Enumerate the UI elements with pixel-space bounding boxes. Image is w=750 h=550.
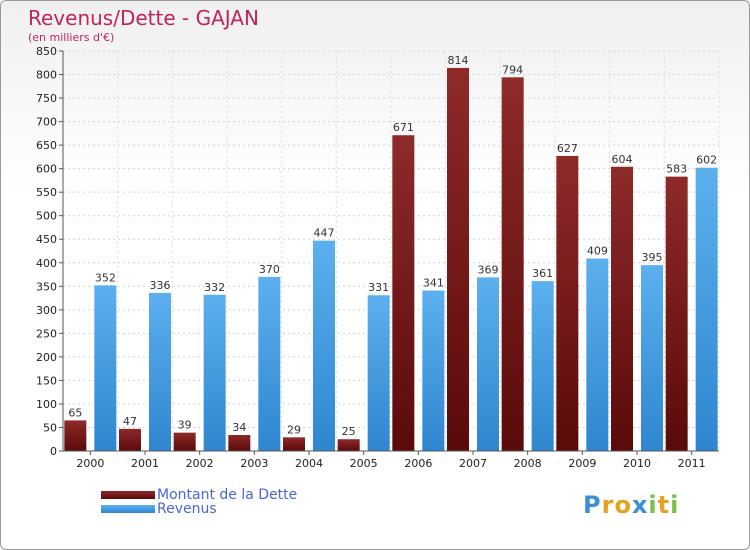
bar-revenue [313,240,335,451]
data-label-debt: 627 [557,142,578,155]
bar-debt [665,176,688,451]
bar-revenue [203,294,226,451]
x-tick-label: 2002 [186,457,214,470]
legend-swatch-debt [101,491,155,499]
data-label-debt: 65 [68,406,82,419]
bar-revenue [94,285,117,451]
bar-revenue [422,290,445,451]
bar-debt [447,67,469,452]
bar-debt [392,135,415,451]
x-tick-label: 2010 [623,457,651,470]
y-tick-label: 650 [36,139,57,152]
data-label-debt: 583 [666,163,687,176]
bar-revenue [258,276,281,451]
y-tick-label: 550 [36,186,57,199]
y-tick-label: 100 [36,398,57,411]
data-label-debt: 39 [178,419,192,432]
y-tick-label: 600 [36,163,57,176]
data-label-debt: 29 [287,423,301,436]
y-tick-label: 500 [36,210,57,223]
x-tick-label: 2008 [514,457,542,470]
bar-debt [556,155,579,452]
data-label-debt: 794 [502,63,523,76]
data-label-debt: 25 [342,425,356,438]
data-label-revenue: 341 [423,277,444,290]
x-tick-label: 2006 [404,457,432,470]
data-label-revenue: 602 [696,154,717,167]
x-tick-label: 2000 [76,457,104,470]
data-label-revenue: 409 [587,245,608,258]
legend-item-revenue: Revenus [101,501,217,517]
legend-item-debt: Montant de la Dette [101,487,297,503]
data-label-debt: 604 [612,153,633,166]
y-tick-label: 200 [36,351,57,364]
bar-debt [173,432,196,451]
x-tick-label: 2005 [350,457,378,470]
bar-debt [64,420,87,451]
y-tick-label: 850 [36,45,57,58]
bar-debt [119,428,141,451]
y-tick-label: 50 [43,421,57,434]
bar-revenue [477,277,499,451]
data-label-debt: 34 [232,421,246,434]
legend-label-debt: Montant de la Dette [157,487,298,503]
chart-subtitle: (en milliers d'€) [28,31,115,44]
data-label-debt: 814 [448,54,469,67]
data-label-revenue: 361 [532,267,553,280]
chart-title: Revenus/Dette - GAJAN [28,6,259,30]
data-label-revenue: 395 [642,251,663,264]
bar-revenue [695,167,718,452]
x-tick-label: 2009 [568,457,596,470]
bar-debt [337,439,360,451]
bar-debt [283,437,305,451]
x-tick-label: 2011 [678,457,706,470]
data-label-revenue: 336 [150,279,171,292]
data-label-revenue: 369 [478,263,499,276]
x-tick-label: 2001 [131,457,159,470]
y-tick-label: 350 [36,280,57,293]
y-tick-label: 400 [36,257,57,270]
bar-revenue [531,281,554,451]
data-label-revenue: 332 [204,281,225,294]
y-tick-label: 450 [36,233,57,246]
bar-debt [611,166,633,451]
bar-revenue [641,265,663,451]
data-label-revenue: 447 [314,227,335,240]
bar-debt [501,77,524,452]
bar-debt [228,435,251,451]
data-label-revenue: 352 [95,271,116,284]
y-tick-label: 250 [36,327,57,340]
y-tick-label: 150 [36,374,57,387]
data-label-debt: 47 [123,415,137,428]
proxiti-logo: Proxiti [583,491,680,519]
bar-revenue [367,295,390,451]
y-tick-label: 300 [36,304,57,317]
y-tick-label: 800 [36,69,57,82]
bar-revenue [149,292,171,451]
y-tick-label: 750 [36,92,57,105]
data-label-revenue: 370 [259,263,280,276]
x-tick-label: 2004 [295,457,323,470]
y-tick-label: 700 [36,116,57,129]
x-tick-label: 2007 [459,457,487,470]
legend-label-revenue: Revenus [157,501,217,517]
legend-swatch-revenue [101,505,155,513]
data-label-revenue: 331 [368,281,389,294]
bar-revenue [586,258,609,451]
data-label-debt: 671 [393,121,414,134]
x-tick-label: 2003 [240,457,268,470]
y-tick-label: 0 [50,445,57,458]
